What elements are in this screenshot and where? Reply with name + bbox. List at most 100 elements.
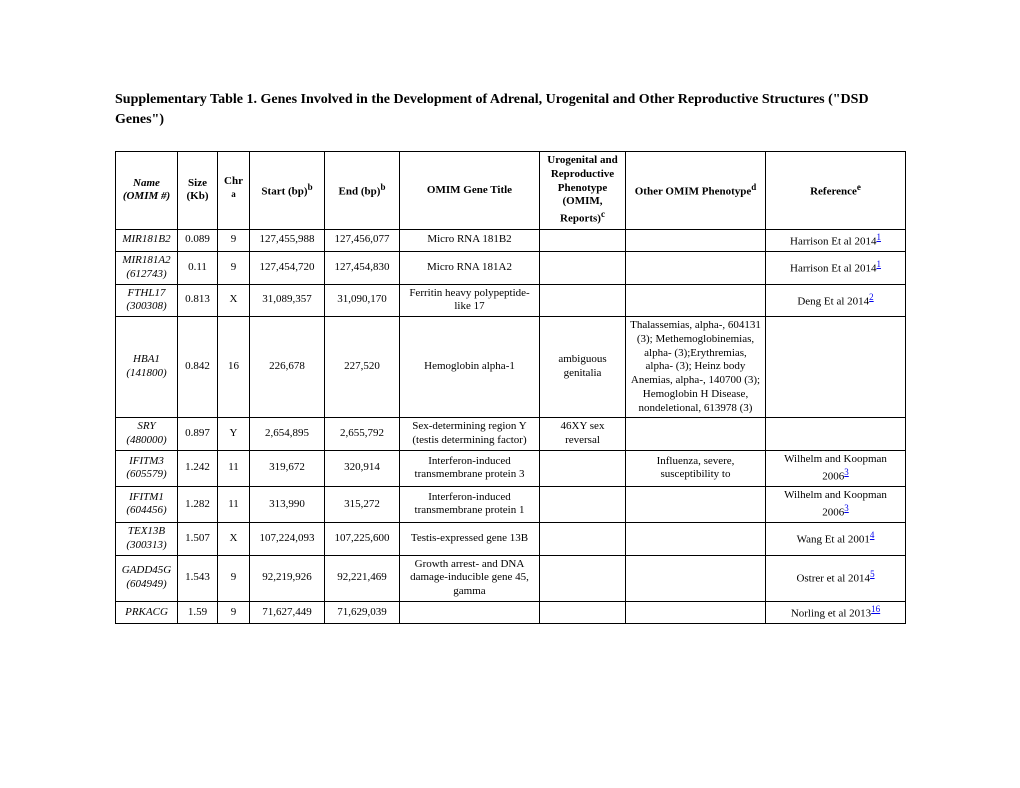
- end-cell: 127,454,830: [325, 252, 400, 285]
- col-name: Name (OMIM #): [116, 152, 178, 229]
- end-cell: 31,090,170: [325, 284, 400, 317]
- table-title: Supplementary Table 1. Genes Involved in…: [115, 90, 905, 129]
- end-cell: 71,629,039: [325, 601, 400, 623]
- size-cell: 0.813: [178, 284, 218, 317]
- omim_title-cell: [400, 601, 540, 623]
- chr-cell: 9: [218, 555, 250, 601]
- chr-cell: Y: [218, 418, 250, 451]
- other-cell: [626, 229, 766, 251]
- size-cell: 1.59: [178, 601, 218, 623]
- gene-name-cell: FTHL17(300308): [116, 284, 178, 317]
- col-chr: Chra: [218, 152, 250, 229]
- end-cell: 315,272: [325, 486, 400, 522]
- start-cell: 2,654,895: [250, 418, 325, 451]
- chr-cell: X: [218, 523, 250, 556]
- reference-cell: Norling et al 201316: [766, 601, 906, 623]
- table-row: SRY(480000)0.897Y2,654,8952,655,792Sex-d…: [116, 418, 906, 451]
- chr-cell: 11: [218, 450, 250, 486]
- start-cell: 71,627,449: [250, 601, 325, 623]
- reference-link[interactable]: 4: [870, 530, 875, 540]
- table-row: MIR181B20.0899127,455,988127,456,077Micr…: [116, 229, 906, 251]
- table-row: GADD45G(604949)1.543992,219,92692,221,46…: [116, 555, 906, 601]
- end-cell: 92,221,469: [325, 555, 400, 601]
- reference-cell: Wilhelm and Koopman 20063: [766, 486, 906, 522]
- col-start: Start (bp)b: [250, 152, 325, 229]
- start-cell: 31,089,357: [250, 284, 325, 317]
- col-omim-title: OMIM Gene Title: [400, 152, 540, 229]
- chr-cell: 11: [218, 486, 250, 522]
- other-cell: [626, 601, 766, 623]
- table-row: IFITM1(604456)1.28211313,990315,272Inter…: [116, 486, 906, 522]
- size-cell: 1.242: [178, 450, 218, 486]
- gene-name-cell: SRY(480000): [116, 418, 178, 451]
- header-row: Name (OMIM #) Size (Kb) Chra Start (bp)b…: [116, 152, 906, 229]
- reference-cell: Wang Et al 20014: [766, 523, 906, 556]
- omim_title-cell: Micro RNA 181A2: [400, 252, 540, 285]
- table-row: PRKACG1.59971,627,44971,629,039Norling e…: [116, 601, 906, 623]
- table-row: MIR181A2(612743)0.119127,454,720127,454,…: [116, 252, 906, 285]
- urogenital-cell: [540, 601, 626, 623]
- end-cell: 2,655,792: [325, 418, 400, 451]
- table-row: FTHL17(300308)0.813X31,089,35731,090,170…: [116, 284, 906, 317]
- omim_title-cell: Sex-determining region Y (testis determi…: [400, 418, 540, 451]
- gene-name-cell: TEX13B(300313): [116, 523, 178, 556]
- other-cell: [626, 418, 766, 451]
- size-cell: 0.11: [178, 252, 218, 285]
- chr-cell: 9: [218, 252, 250, 285]
- omim_title-cell: Micro RNA 181B2: [400, 229, 540, 251]
- chr-cell: 9: [218, 601, 250, 623]
- start-cell: 319,672: [250, 450, 325, 486]
- size-cell: 0.089: [178, 229, 218, 251]
- size-cell: 1.282: [178, 486, 218, 522]
- dsd-genes-table: Name (OMIM #) Size (Kb) Chra Start (bp)b…: [115, 151, 906, 624]
- urogenital-cell: [540, 450, 626, 486]
- reference-link[interactable]: 3: [844, 503, 849, 513]
- start-cell: 107,224,093: [250, 523, 325, 556]
- table-row: TEX13B(300313)1.507X107,224,093107,225,6…: [116, 523, 906, 556]
- other-cell: Thalassemias, alpha-, 604131 (3); Methem…: [626, 317, 766, 418]
- size-cell: 0.897: [178, 418, 218, 451]
- end-cell: 227,520: [325, 317, 400, 418]
- urogenital-cell: [540, 486, 626, 522]
- end-cell: 320,914: [325, 450, 400, 486]
- reference-link[interactable]: 3: [844, 467, 849, 477]
- other-cell: [626, 486, 766, 522]
- omim_title-cell: Testis-expressed gene 13B: [400, 523, 540, 556]
- reference-cell: Harrison Et al 20141: [766, 229, 906, 251]
- col-urogenital: Urogenital and Reproductive Phenotype (O…: [540, 152, 626, 229]
- omim_title-cell: Ferritin heavy polypeptide-like 17: [400, 284, 540, 317]
- table-row: IFITM3(605579)1.24211319,672320,914Inter…: [116, 450, 906, 486]
- omim_title-cell: Hemoglobin alpha-1: [400, 317, 540, 418]
- gene-name-cell: IFITM3(605579): [116, 450, 178, 486]
- reference-link[interactable]: 5: [870, 569, 875, 579]
- urogenital-cell: [540, 229, 626, 251]
- chr-cell: 16: [218, 317, 250, 418]
- col-end: End (bp)b: [325, 152, 400, 229]
- other-cell: [626, 252, 766, 285]
- reference-cell: Harrison Et al 20141: [766, 252, 906, 285]
- table-row: HBA1(141800)0.84216226,678227,520Hemoglo…: [116, 317, 906, 418]
- reference-link[interactable]: 1: [876, 259, 881, 269]
- reference-link[interactable]: 16: [871, 604, 880, 614]
- reference-cell: Deng Et al 20142: [766, 284, 906, 317]
- col-reference: Referencee: [766, 152, 906, 229]
- other-cell: [626, 284, 766, 317]
- other-cell: [626, 555, 766, 601]
- reference-cell: [766, 418, 906, 451]
- start-cell: 92,219,926: [250, 555, 325, 601]
- urogenital-cell: [540, 252, 626, 285]
- omim_title-cell: Interferon-induced transmembrane protein…: [400, 486, 540, 522]
- other-cell: Influenza, severe, susceptibility to: [626, 450, 766, 486]
- reference-link[interactable]: 2: [869, 292, 874, 302]
- reference-cell: [766, 317, 906, 418]
- end-cell: 127,456,077: [325, 229, 400, 251]
- urogenital-cell: 46XY sex reversal: [540, 418, 626, 451]
- urogenital-cell: [540, 523, 626, 556]
- gene-name-cell: IFITM1(604456): [116, 486, 178, 522]
- chr-cell: 9: [218, 229, 250, 251]
- col-other: Other OMIM Phenotyped: [626, 152, 766, 229]
- reference-cell: Ostrer et al 20145: [766, 555, 906, 601]
- gene-name-cell: MIR181A2(612743): [116, 252, 178, 285]
- reference-link[interactable]: 1: [876, 232, 881, 242]
- size-cell: 1.543: [178, 555, 218, 601]
